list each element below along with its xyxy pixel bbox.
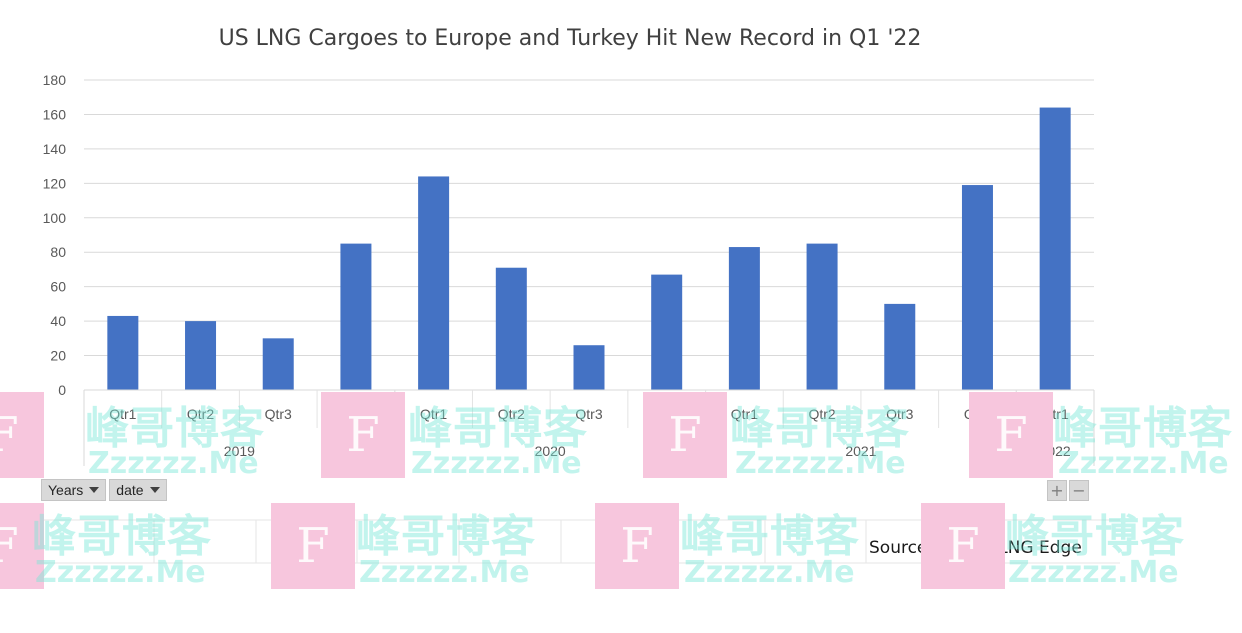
watermark-letter: F (0, 407, 19, 463)
watermark-letter: F (346, 407, 380, 463)
watermark-block: F (595, 503, 679, 589)
y-axis: 0 20 40 60 80 100 120 140 160 180 (43, 72, 67, 398)
x-axis: Qtr1Qtr2Qtr3Qtr4Qtr1Qtr2Qtr3Qtr4Qtr1Qtr2… (83, 389, 1095, 466)
watermark-block: F (921, 503, 1005, 589)
y-tick-label: 140 (43, 141, 67, 157)
watermark-letter: F (296, 518, 330, 574)
date-field-button[interactable]: date (109, 479, 167, 501)
chevron-down-icon (89, 487, 100, 493)
expand-collapse-buttons: + − (1047, 480, 1089, 501)
watermark-letter: F (668, 407, 702, 463)
pivot-field-buttons: Years date (41, 479, 167, 501)
bar (961, 185, 993, 390)
bar (185, 321, 217, 390)
bar (884, 303, 916, 390)
bar (107, 315, 139, 390)
y-tick-label: 120 (43, 175, 67, 191)
watermark-block: F (0, 392, 44, 478)
x-tick-label: Qtr3 (265, 406, 292, 422)
collapse-button[interactable]: − (1069, 480, 1089, 501)
watermark-letter: F (0, 518, 19, 574)
chevron-down-icon (149, 487, 160, 493)
bar (728, 247, 760, 390)
x-tick-label: Qtr3 (886, 406, 913, 422)
y-tick-label: 180 (43, 72, 67, 88)
bar (495, 267, 527, 390)
x-tick-label: Qtr1 (731, 406, 758, 422)
bar (1039, 107, 1071, 391)
bar (651, 274, 683, 390)
watermark-block: F (321, 392, 405, 478)
watermark-letter: F (994, 407, 1028, 463)
x-tick-label: Qtr1 (109, 406, 136, 422)
x-tick-label: Qtr2 (187, 406, 214, 422)
watermark-block: F (0, 503, 44, 589)
year-label: 2020 (535, 443, 566, 459)
year-label: 2021 (845, 443, 876, 459)
gridlines (84, 79, 1094, 391)
years-field-button[interactable]: Years (41, 479, 107, 501)
x-tick-label: Qtr2 (498, 406, 525, 422)
bar (418, 176, 450, 390)
x-tick-label: Qtr3 (575, 406, 602, 422)
bar (262, 338, 294, 390)
y-tick-label: 40 (50, 313, 66, 329)
bar (340, 243, 372, 390)
chart-title: US LNG Cargoes to Europe and Turkey Hit … (219, 26, 922, 51)
y-tick-label: 20 (50, 348, 66, 364)
years-field-label: Years (48, 482, 84, 498)
bar (573, 345, 605, 390)
year-label: 2019 (224, 443, 255, 459)
watermark-block: F (271, 503, 355, 589)
watermark-letter: F (946, 518, 980, 574)
watermark-block: F (969, 392, 1053, 478)
y-tick-label: 80 (50, 244, 66, 260)
watermark-block: F (643, 392, 727, 478)
expand-button[interactable]: + (1047, 480, 1067, 501)
watermark-letter: F (620, 518, 654, 574)
bars (107, 107, 1071, 391)
y-tick-label: 0 (58, 382, 66, 398)
y-tick-label: 160 (43, 106, 67, 122)
bar (806, 243, 838, 390)
x-tick-label: Qtr1 (420, 406, 447, 422)
y-tick-label: 60 (50, 279, 66, 295)
x-tick-label: Qtr2 (808, 406, 835, 422)
date-field-label: date (116, 482, 144, 498)
y-tick-label: 100 (43, 210, 67, 226)
